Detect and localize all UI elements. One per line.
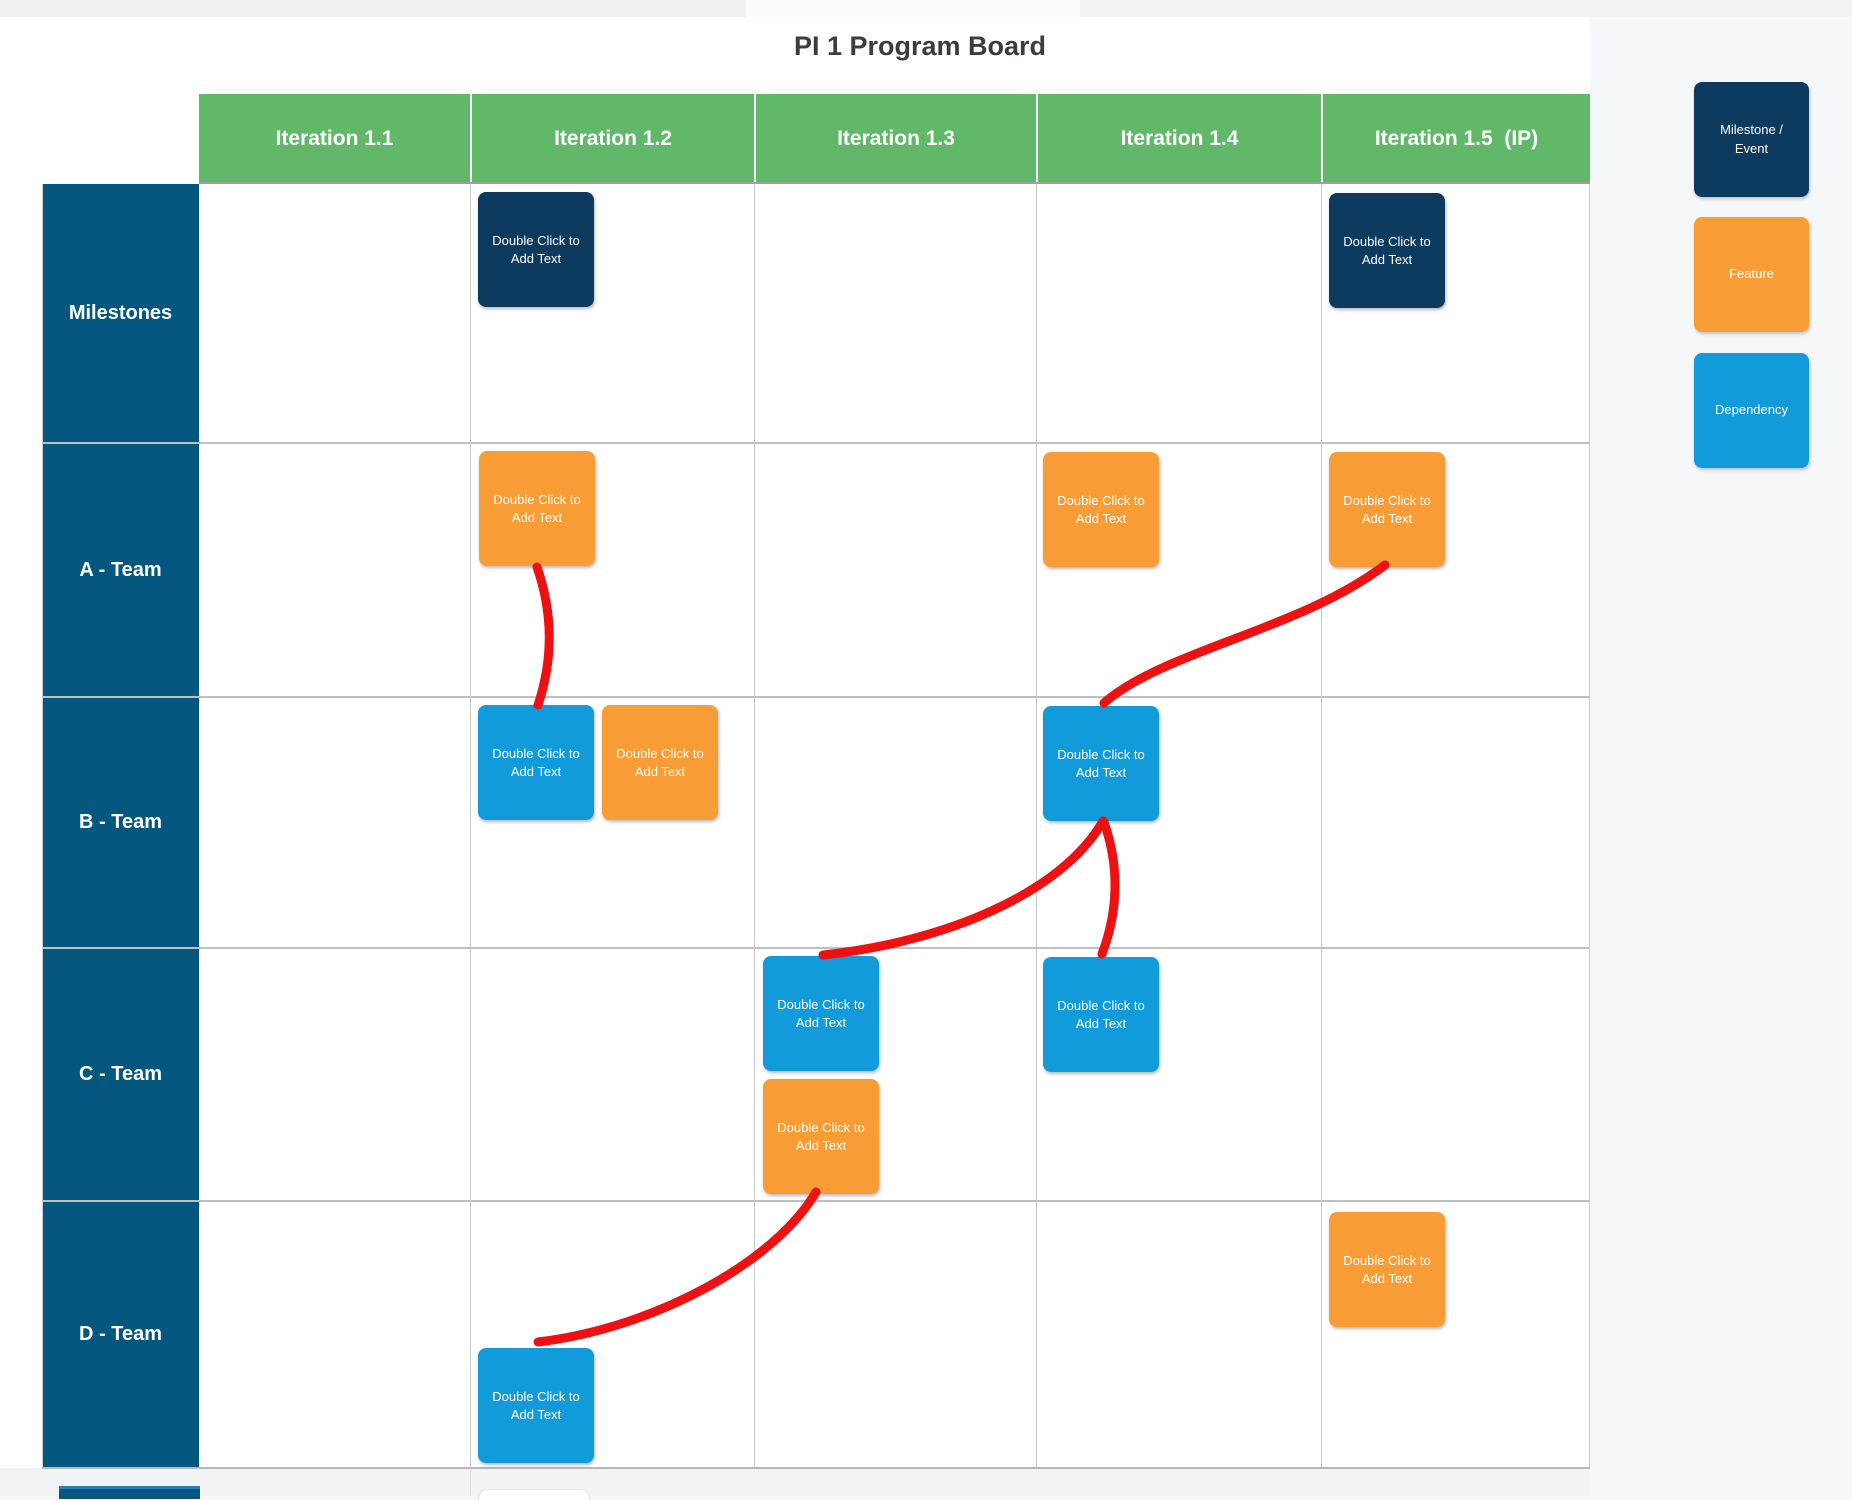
column-gridline bbox=[470, 184, 471, 1468]
feature-card-a2[interactable]: Double Click to Add Text bbox=[1043, 452, 1159, 567]
milestone-card-m1[interactable]: Double Click to Add Text bbox=[478, 192, 594, 307]
dependency-connector-a3-b3[interactable] bbox=[1099, 560, 1390, 708]
legend-card-dependency[interactable]: Dependency bbox=[1694, 353, 1809, 468]
row-header-a-team[interactable]: A - Team bbox=[42, 443, 199, 697]
row-header-c-team[interactable]: C - Team bbox=[42, 948, 199, 1201]
column-header-iteration-1[interactable]: Iteration 1.1 bbox=[199, 94, 470, 184]
column-gridline bbox=[1036, 184, 1037, 1468]
feature-card-d1[interactable]: Double Click to Add Text bbox=[1329, 1212, 1445, 1327]
feature-card-c2[interactable]: Double Click to Add Text bbox=[763, 1079, 879, 1194]
feature-card-a1[interactable]: Double Click to Add Text bbox=[479, 451, 595, 566]
dependency-card-b1[interactable]: Double Click to Add Text bbox=[478, 705, 594, 820]
dependency-connector-a1-b1[interactable] bbox=[532, 562, 554, 710]
milestone-card-m2[interactable]: Double Click to Add Text bbox=[1329, 193, 1445, 308]
table-left-border bbox=[42, 184, 43, 1468]
top-strip-right bbox=[1080, 0, 1852, 17]
table-right-border bbox=[1589, 184, 1590, 1468]
table-bottom-border bbox=[42, 1467, 1590, 1469]
dependency-card-c1[interactable]: Double Click to Add Text bbox=[763, 956, 879, 1071]
page-title: PI 1 Program Board bbox=[793, 31, 1047, 61]
top-strip-left bbox=[0, 0, 746, 17]
canvas-lower-margin bbox=[0, 1468, 1590, 1496]
column-header-iteration-2[interactable]: Iteration 1.2 bbox=[470, 94, 754, 184]
row-header-d-team[interactable]: D - Team bbox=[42, 1201, 199, 1468]
column-header-iteration-3[interactable]: Iteration 1.3 bbox=[754, 94, 1036, 184]
next-board-row-header-partial[interactable] bbox=[59, 1486, 200, 1499]
dependency-card-c3[interactable]: Double Click to Add Text bbox=[1043, 957, 1159, 1072]
column-header-iteration-5[interactable]: Iteration 1.5 (IP) bbox=[1321, 94, 1590, 184]
partial-white-shape bbox=[478, 1489, 590, 1500]
dependency-card-d2[interactable]: Double Click to Add Text bbox=[478, 1348, 594, 1463]
legend-card-milestone-event[interactable]: Milestone / Event bbox=[1694, 82, 1809, 197]
column-gridline bbox=[754, 184, 755, 1468]
feature-card-b2[interactable]: Double Click to Add Text bbox=[602, 705, 718, 820]
row-header-milestones[interactable]: Milestones bbox=[42, 184, 199, 443]
row-header-b-team[interactable]: B - Team bbox=[42, 697, 199, 948]
row-gridline bbox=[42, 1200, 1590, 1202]
column-gridline bbox=[1321, 184, 1322, 1468]
dependency-connector-c2-d2[interactable] bbox=[533, 1187, 821, 1347]
dependency-connector-b3-c3[interactable] bbox=[1097, 817, 1120, 959]
header-bottom-border bbox=[199, 182, 1590, 184]
column-divider-extension bbox=[470, 1468, 471, 1496]
feature-card-a3[interactable]: Double Click to Add Text bbox=[1329, 452, 1445, 567]
row-gridline bbox=[42, 442, 1590, 444]
column-header-iteration-4[interactable]: Iteration 1.4 bbox=[1036, 94, 1321, 184]
dependency-card-b3[interactable]: Double Click to Add Text bbox=[1043, 706, 1159, 821]
row-gridline bbox=[42, 696, 1590, 698]
legend-card-feature[interactable]: Feature bbox=[1694, 217, 1809, 332]
dependency-connector-b3-c1[interactable] bbox=[818, 816, 1108, 960]
top-strip-tab bbox=[746, 0, 1080, 17]
row-gridline bbox=[42, 947, 1590, 949]
